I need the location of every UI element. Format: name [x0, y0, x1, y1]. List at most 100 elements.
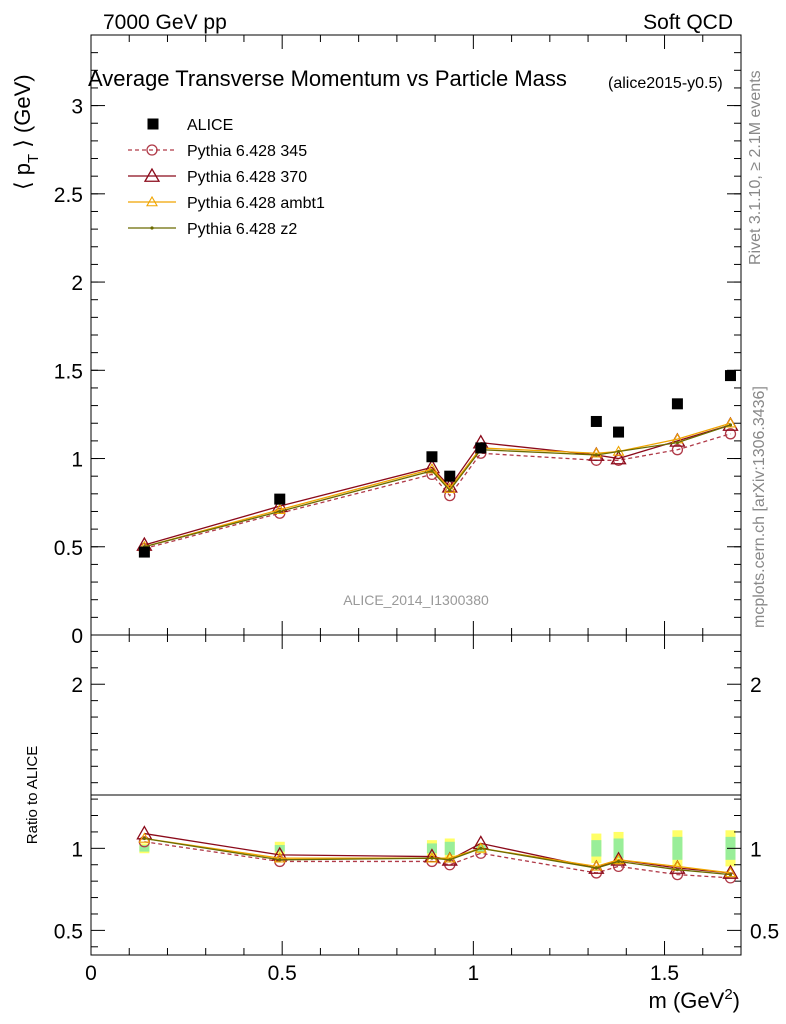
chart-title: Average Transverse Momentum vs Particle … [88, 66, 567, 91]
legend-entry: Pythia 6.428 345 [128, 143, 307, 160]
main-y-tick-label: 0 [71, 625, 83, 648]
data-point [278, 509, 282, 514]
legend-entry: Pythia 6.428 z2 [128, 221, 297, 238]
x-axis-label: m (GeV2) [649, 986, 740, 1013]
legend-label: Pythia 6.428 ambt1 [187, 195, 325, 212]
legend-marker [143, 167, 161, 182]
main-y-axis-label: ⟨ pT ⟩ (GeV) [10, 74, 42, 190]
main-y-tick-label: 2 [71, 272, 83, 295]
ratio-data-point [594, 866, 598, 870]
ratio-data-point [616, 859, 621, 864]
ratio-data-point [728, 872, 733, 877]
ratio-data-point [675, 868, 680, 872]
data-point [425, 463, 438, 474]
legend-marker [147, 118, 159, 130]
ratio-data-point [273, 852, 286, 863]
data-point [610, 450, 627, 465]
legend-entry: Pythia 6.428 370 [128, 167, 307, 186]
data-point [475, 442, 487, 454]
main-y-tick-label: 0.5 [54, 537, 83, 560]
collision-label: 7000 GeV pp [103, 11, 227, 34]
ratio-band-stat [139, 845, 150, 852]
ratio-data-point [430, 856, 434, 860]
ratio-axis-ticks: 0.5 0.51 12 20 0.5 1 1.5 [54, 635, 779, 985]
data-point [138, 546, 150, 558]
data-point [616, 449, 621, 454]
legend: ALICE Pythia 6.428 345 Pythia 6.428 370 Pyt… [128, 117, 325, 238]
rivet-version-label: Rivet 3.1.10, ≥ 2.1M events [747, 70, 764, 265]
ratio-data-point [590, 860, 603, 871]
main-series-group [136, 370, 739, 558]
main-y-tick-label: 1.5 [54, 360, 83, 383]
ratio-data-point [138, 832, 151, 843]
ratio-y-axis-label: Ratio to ALICE [24, 746, 41, 844]
ratio-y-tick-label: 2 [71, 674, 83, 697]
ratio-data-point [443, 852, 456, 863]
legend-label: Pythia 6.428 z2 [187, 221, 297, 238]
series-3 [138, 417, 737, 552]
series-2 [136, 416, 739, 551]
ratio-series-line [144, 832, 731, 874]
data-point [274, 493, 286, 505]
main-plot-panel: 0 0.5 1 1.5 2 2.5 3 ALICE Pythia 6.428 345 Pythi… [54, 34, 742, 648]
data-point [613, 426, 625, 438]
data-point [724, 428, 737, 440]
ratio-data-point [142, 836, 146, 841]
data-point [444, 470, 456, 482]
ratio-data-point [724, 866, 737, 878]
ratio-y-tick-label-right: 0.5 [750, 920, 779, 943]
data-point [724, 370, 736, 382]
main-y-tick-label: 1 [71, 449, 83, 472]
ratio-data-point [612, 853, 625, 865]
legend-entry: ALICE [147, 117, 233, 134]
x-tick-label: 1 [468, 962, 480, 985]
ratio-data-point [448, 858, 452, 862]
ratio-series-line [144, 841, 731, 879]
ratio-series-2 [138, 832, 737, 878]
x-tick-label: 0 [85, 962, 97, 985]
ratio-band-stat [672, 836, 683, 860]
category-label: Soft QCD [643, 11, 733, 34]
ratio-data-point [610, 851, 627, 866]
analysis-watermark: ALICE_2014_I1300380 [343, 592, 489, 608]
ratio-series-line [144, 837, 731, 874]
ratio-plot-panel: 0.5 0.51 12 20 0.5 1 1.5 [54, 634, 779, 985]
legend-marker [146, 195, 158, 207]
ratio-data-point [278, 858, 282, 862]
ratio-data-point [479, 846, 483, 850]
ratio-series-1 [136, 825, 739, 879]
series-line [144, 424, 731, 548]
series-line [144, 424, 731, 546]
main-y-tick-label: 2.5 [54, 184, 83, 207]
x-tick-label: 1.5 [650, 962, 679, 985]
main-y-tick-label: 3 [71, 96, 83, 119]
ratio-series-group [136, 825, 739, 884]
ratio-series-3 [142, 836, 733, 877]
ratio-band-stat [591, 840, 602, 857]
legend-entry: Pythia 6.428 ambt1 [128, 195, 325, 212]
mcplots-label: mcplots.cern.ch [arXiv:1306.3436] [751, 386, 768, 628]
data-point [430, 469, 434, 473]
series-4 [142, 423, 733, 549]
ratio-band-stat [613, 838, 624, 859]
legend-label: Pythia 6.428 370 [187, 169, 307, 186]
legend-marker [146, 144, 158, 156]
ratio-data-point [425, 852, 438, 863]
ratio-plot-frame [90, 634, 742, 956]
legend-label: ALICE [187, 117, 233, 134]
ratio-band-stat [444, 841, 455, 855]
legend-marker [150, 226, 154, 230]
x-tick-label: 0.5 [268, 962, 297, 985]
ratio-data-point [474, 842, 487, 853]
data-point [724, 417, 737, 428]
data-point [728, 423, 733, 427]
series-0 [138, 370, 736, 558]
ratio-y-tick-label-right: 1 [750, 838, 762, 861]
data-point [671, 398, 683, 410]
data-point [448, 488, 452, 492]
data-point [594, 453, 598, 457]
data-point [590, 415, 602, 427]
data-point [675, 441, 680, 445]
ratio-y-tick-label: 1 [71, 838, 83, 861]
